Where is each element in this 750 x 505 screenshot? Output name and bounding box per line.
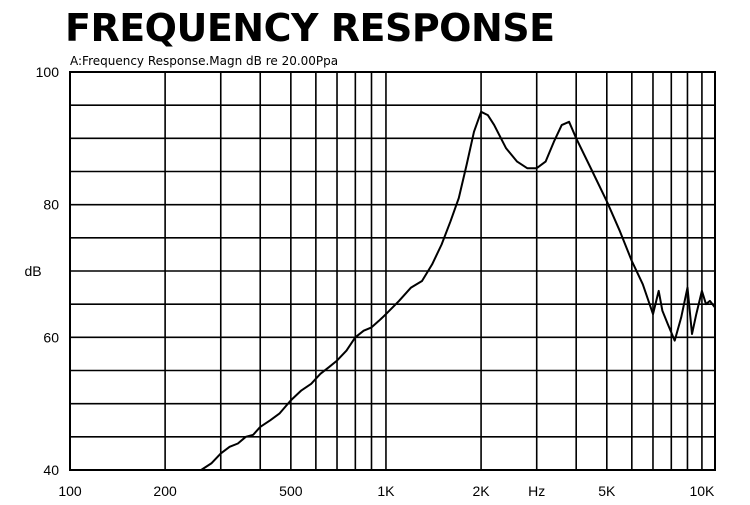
y-tick-label: 100 (36, 64, 60, 80)
chart-subtitle: A:Frequency Response.Magn dB re 20.00Ppa (70, 54, 339, 68)
y-tick-label: 80 (43, 197, 59, 213)
y-tick-labels: 40 60 80 100 (36, 64, 60, 478)
y-tick-label: 60 (43, 329, 59, 345)
x-tick-label: 200 (153, 483, 177, 499)
x-tick-label: 100 (58, 483, 82, 499)
horizontal-grid (70, 104, 715, 438)
response-curve (200, 110, 716, 471)
x-axis-label: Hz (528, 483, 545, 499)
plot-frame (69, 71, 716, 471)
x-tick-label: 500 (279, 483, 303, 499)
chart-title: FREQUENCY RESPONSE (65, 6, 555, 50)
x-tick-label: 2K (473, 483, 491, 499)
x-tick-label: 10K (689, 483, 715, 499)
x-tick-label: 1K (377, 483, 395, 499)
y-tick-label: 40 (43, 462, 59, 478)
y-axis-label: dB (24, 263, 41, 279)
x-tick-labels: 100 200 500 1K 2K 5K 10K (58, 483, 715, 499)
x-tick-label: 5K (598, 483, 616, 499)
